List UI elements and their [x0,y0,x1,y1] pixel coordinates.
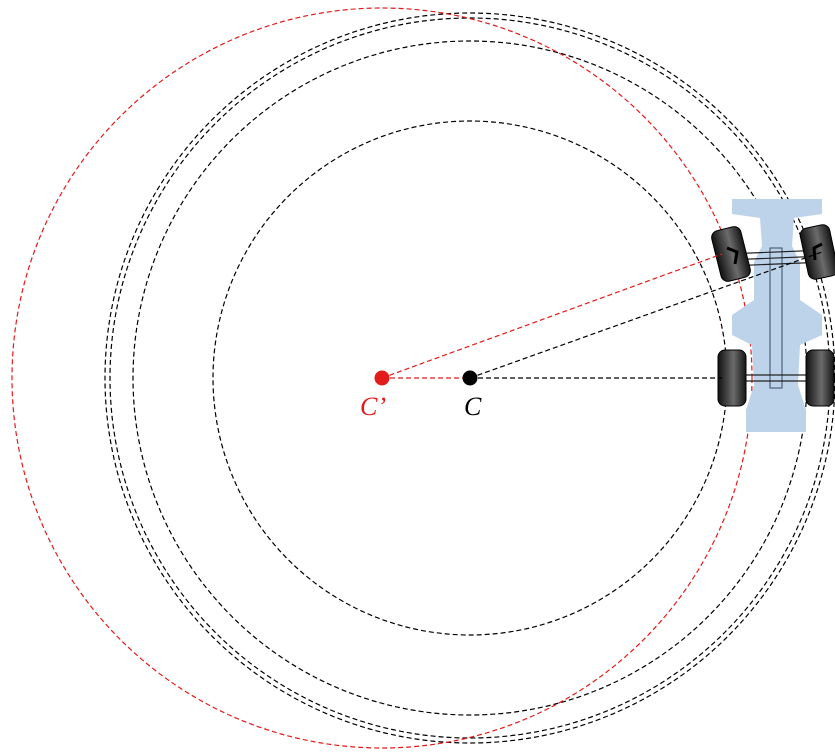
center-label: C [464,392,482,421]
shifted-center-point [374,370,390,386]
radius-lines [381,251,823,379]
center-point [462,370,478,386]
tire-icon [805,349,835,407]
tire-icon [711,226,751,282]
shifted-radius-line [381,253,723,379]
tire-icon [799,224,835,280]
front-radius-line [469,251,823,379]
chassis-spine [769,247,783,389]
shifted-circle [11,7,753,749]
shifted-center-label: C’ [360,392,386,421]
outer-rear-circle [104,12,835,744]
tire-icon [717,349,747,407]
tires [711,224,835,407]
